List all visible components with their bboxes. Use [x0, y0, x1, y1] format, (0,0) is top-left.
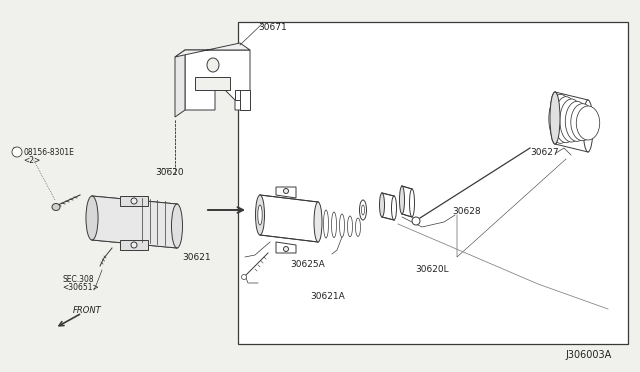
Text: FRONT: FRONT	[73, 306, 102, 315]
Text: <30651>: <30651>	[62, 283, 99, 292]
Polygon shape	[185, 50, 250, 110]
Ellipse shape	[565, 101, 589, 141]
Ellipse shape	[348, 216, 353, 237]
Ellipse shape	[362, 205, 365, 215]
Polygon shape	[195, 77, 230, 90]
Circle shape	[241, 275, 246, 279]
Ellipse shape	[571, 104, 594, 141]
Ellipse shape	[332, 212, 337, 238]
Text: B: B	[12, 147, 16, 151]
Polygon shape	[402, 186, 412, 217]
Circle shape	[412, 217, 420, 225]
Text: 30671: 30671	[258, 23, 287, 32]
Ellipse shape	[255, 195, 264, 235]
Polygon shape	[175, 43, 250, 57]
Text: 30625A: 30625A	[290, 260, 324, 269]
Text: 30628: 30628	[452, 207, 481, 216]
Text: 30621: 30621	[182, 253, 211, 262]
Polygon shape	[260, 195, 318, 242]
Polygon shape	[120, 196, 148, 206]
Ellipse shape	[548, 94, 572, 143]
Ellipse shape	[550, 92, 560, 144]
Text: J306003A: J306003A	[565, 350, 611, 360]
Ellipse shape	[380, 193, 385, 217]
Ellipse shape	[131, 242, 137, 248]
Circle shape	[12, 147, 22, 157]
Ellipse shape	[360, 200, 367, 220]
Polygon shape	[382, 193, 394, 220]
Polygon shape	[276, 187, 296, 198]
Ellipse shape	[392, 196, 397, 220]
Text: <2>: <2>	[23, 156, 40, 165]
Ellipse shape	[554, 97, 578, 143]
Ellipse shape	[550, 92, 560, 144]
Ellipse shape	[284, 189, 289, 193]
Text: 30620: 30620	[155, 168, 184, 177]
Ellipse shape	[355, 218, 360, 236]
Ellipse shape	[52, 203, 60, 211]
Ellipse shape	[410, 189, 415, 217]
Ellipse shape	[207, 58, 219, 72]
Polygon shape	[276, 242, 296, 253]
Text: 30627: 30627	[530, 148, 559, 157]
Ellipse shape	[576, 106, 600, 140]
Ellipse shape	[399, 186, 404, 214]
Text: 08156-8301E: 08156-8301E	[23, 148, 74, 157]
Ellipse shape	[323, 210, 328, 238]
Text: 30621A: 30621A	[310, 292, 345, 301]
Text: 30620L: 30620L	[415, 265, 449, 274]
Text: SEC.308: SEC.308	[62, 275, 93, 284]
Ellipse shape	[583, 100, 593, 152]
Polygon shape	[120, 240, 148, 250]
Ellipse shape	[258, 205, 262, 225]
Bar	[238, 22, 628, 344]
Ellipse shape	[284, 247, 289, 251]
Ellipse shape	[131, 198, 137, 204]
Ellipse shape	[560, 99, 583, 142]
Ellipse shape	[339, 214, 344, 237]
Ellipse shape	[172, 204, 182, 248]
Ellipse shape	[86, 196, 98, 240]
Ellipse shape	[314, 202, 322, 242]
Polygon shape	[175, 50, 185, 117]
Polygon shape	[92, 196, 177, 248]
Polygon shape	[235, 90, 250, 110]
